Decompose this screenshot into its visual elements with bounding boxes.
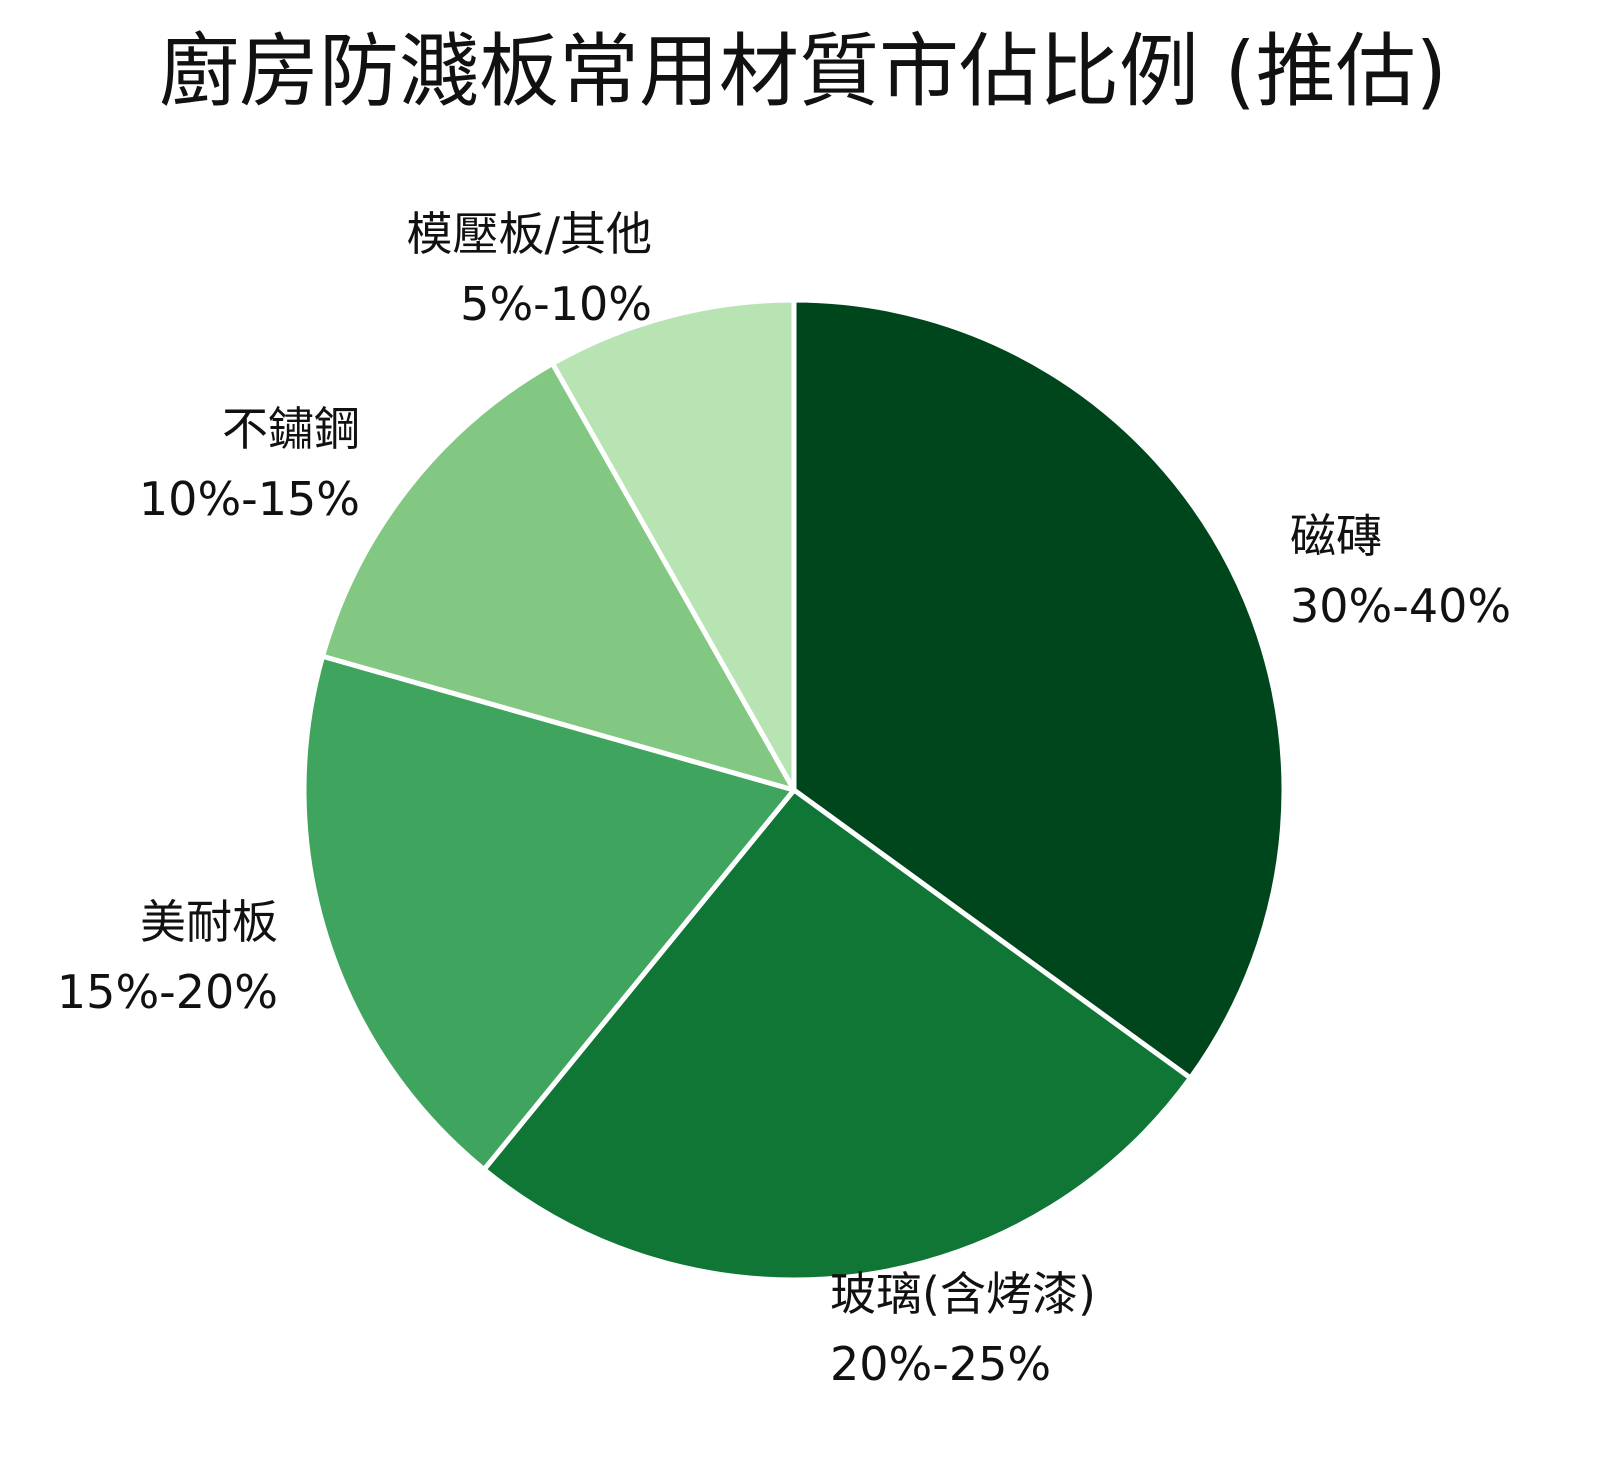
slice-label: 玻璃(含烤漆)	[830, 1267, 1096, 1321]
pie-slice	[791, 297, 1287, 1081]
pie-labels: 磁磚 30%-40% 玻璃(含烤漆) 20%-25% 美耐板 15%-20% 不鏽鋼 10%-…	[57, 207, 1511, 1391]
slice-range-label: 5%-10%	[460, 277, 652, 331]
slice-label: 不鏽鋼	[222, 402, 360, 456]
pie-slice	[320, 361, 797, 793]
slice-label: 模壓板/其他	[407, 207, 653, 261]
pie-slice	[301, 653, 797, 1173]
pie-slice	[481, 787, 1193, 1283]
slice-label: 磁磚	[1290, 509, 1382, 563]
slice-range-label: 15%-20%	[57, 965, 278, 1019]
slice-label: 美耐板	[140, 895, 278, 949]
chart-title: 廚房防濺板常用材質市佔比例 (推估)	[159, 25, 1447, 118]
slice-range-label: 30%-40%	[1290, 579, 1511, 633]
pie-slice	[550, 297, 797, 793]
slice-range-label: 10%-15%	[139, 472, 360, 526]
pie-slices	[301, 297, 1287, 1283]
slice-range-label: 20%-25%	[830, 1337, 1051, 1391]
